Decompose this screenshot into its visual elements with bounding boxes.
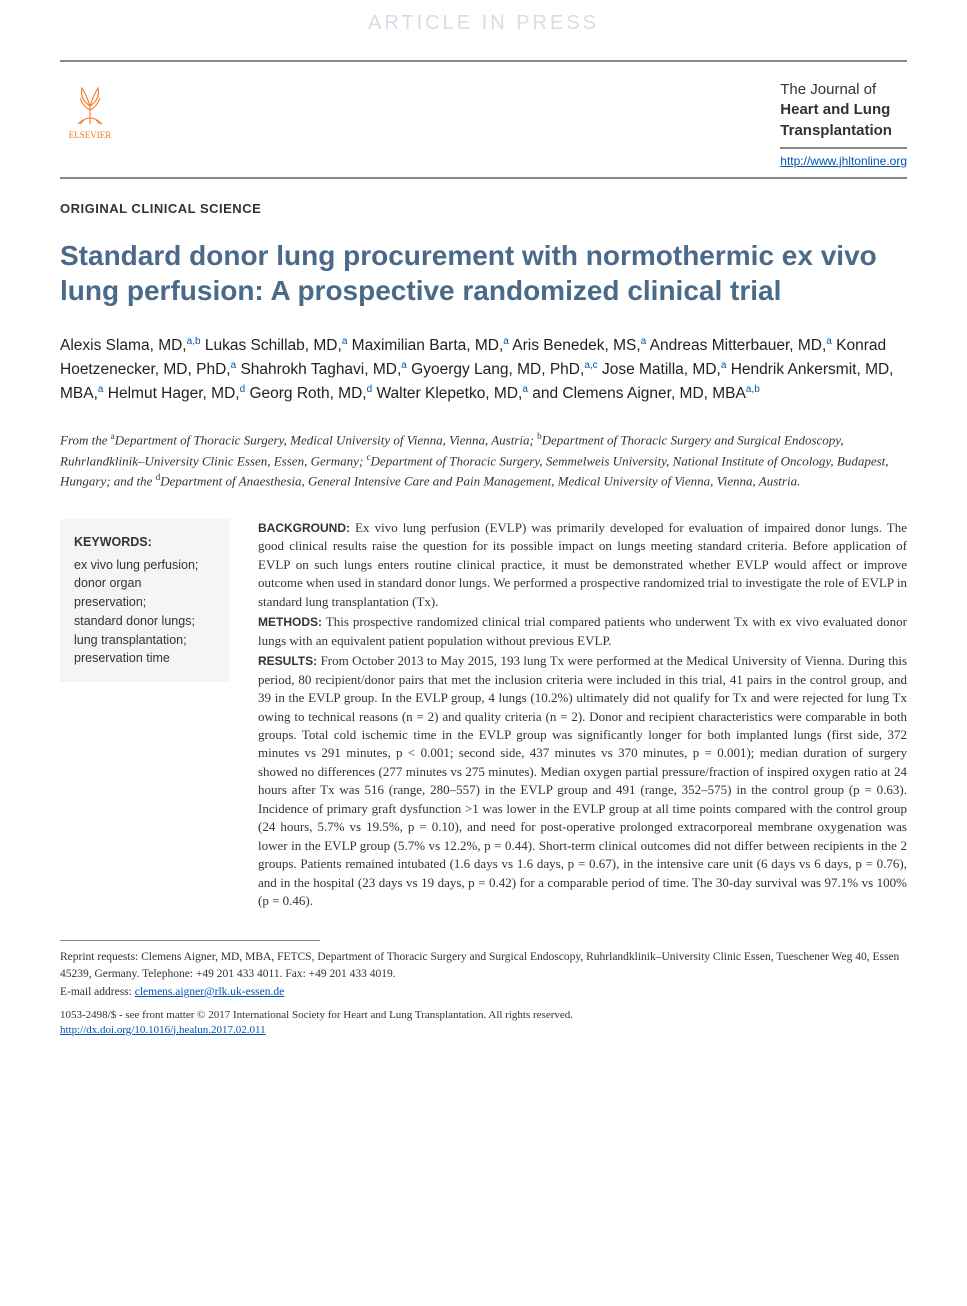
methods-text: This prospective randomized clinical tri… — [258, 614, 907, 647]
journal-url-link[interactable]: http://www.jhltonline.org — [780, 147, 907, 169]
abstract-background: BACKGROUND: Ex vivo lung perfusion (EVLP… — [258, 519, 907, 611]
header-row: ELSEVIER The Journal of Heart and Lung T… — [60, 80, 907, 169]
keywords-list: ex vivo lung perfusion; donor organ pres… — [74, 556, 216, 669]
corresponding-email-link[interactable]: clemens.aigner@rlk.uk-essen.de — [135, 986, 285, 998]
top-horizontal-rule — [60, 60, 907, 62]
journal-line3: Transplantation — [780, 121, 907, 141]
results-label: RESULTS: — [258, 654, 317, 668]
keywords-heading: KEYWORDS: — [74, 533, 216, 552]
footer-separator — [60, 940, 320, 941]
email-label: E-mail address: — [60, 986, 132, 998]
journal-line2: Heart and Lung — [780, 100, 907, 120]
abstract-methods: METHODS: This prospective randomized cli… — [258, 613, 907, 650]
abstract-column: BACKGROUND: Ex vivo lung perfusion (EVLP… — [258, 519, 907, 913]
article-title: Standard donor lung procurement with nor… — [60, 238, 907, 308]
abstract-results: RESULTS: From October 2013 to May 2015, … — [258, 652, 907, 910]
tree-icon — [66, 80, 114, 128]
email-line: E-mail address: clemens.aigner@rlk.uk-es… — [60, 986, 907, 998]
copyright-text: 1053-2498/$ - see front matter © 2017 In… — [60, 1008, 907, 1023]
background-text: Ex vivo lung perfusion (EVLP) was primar… — [258, 520, 907, 609]
mid-horizontal-rule — [60, 177, 907, 179]
author-list: Alexis Slama, MD,a,b Lukas Schillab, MD,… — [60, 334, 907, 407]
affiliations: From the aDepartment of Thoracic Surgery… — [60, 430, 907, 491]
publisher-name: ELSEVIER — [69, 130, 112, 140]
journal-title-block: The Journal of Heart and Lung Transplant… — [780, 80, 907, 169]
article-type-label: ORIGINAL CLINICAL SCIENCE — [60, 201, 907, 216]
elsevier-logo: ELSEVIER — [60, 80, 120, 145]
results-text: From October 2013 to May 2015, 193 lung … — [258, 653, 907, 908]
abstract-row: KEYWORDS: ex vivo lung perfusion; donor … — [60, 519, 907, 913]
reprint-request: Reprint requests: Clemens Aigner, MD, MB… — [60, 949, 907, 981]
doi-link[interactable]: http://dx.doi.org/10.1016/j.healun.2017.… — [60, 1024, 266, 1036]
methods-label: METHODS: — [258, 615, 322, 629]
article-first-page: ELSEVIER The Journal of Heart and Lung T… — [0, 0, 967, 1077]
background-label: BACKGROUND: — [258, 521, 350, 535]
copyright-block: 1053-2498/$ - see front matter © 2017 In… — [60, 1008, 907, 1038]
keywords-box: KEYWORDS: ex vivo lung perfusion; donor … — [60, 519, 230, 682]
journal-line1: The Journal of — [780, 80, 907, 100]
